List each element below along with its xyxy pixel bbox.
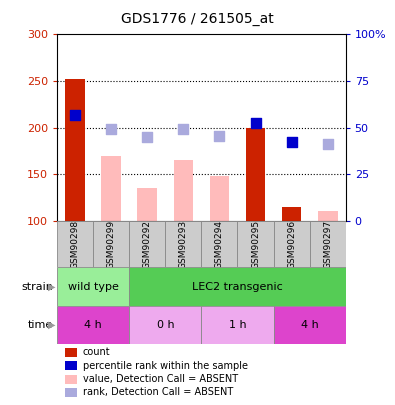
Point [108, 126, 115, 133]
Bar [210, 176, 229, 221]
Bar [102, 156, 121, 221]
Bar [130, 267, 346, 306]
Text: GSM90294: GSM90294 [215, 220, 224, 269]
Text: rank, Detection Call = ABSENT: rank, Detection Call = ABSENT [83, 388, 233, 397]
Text: value, Detection Call = ABSENT: value, Detection Call = ABSENT [83, 374, 238, 384]
Point [324, 141, 331, 147]
Point [72, 112, 79, 119]
Text: count: count [83, 347, 111, 357]
Bar [173, 160, 193, 221]
Bar [282, 207, 301, 221]
Text: 4 h: 4 h [85, 320, 102, 330]
Text: wild type: wild type [68, 281, 119, 292]
Text: 4 h: 4 h [301, 320, 318, 330]
Bar [166, 221, 201, 267]
Text: percentile rank within the sample: percentile rank within the sample [83, 361, 248, 371]
Text: ▶: ▶ [48, 281, 55, 292]
Bar [57, 306, 130, 344]
Bar [274, 306, 346, 344]
Bar [310, 221, 346, 267]
Bar [201, 306, 274, 344]
Text: GSM90295: GSM90295 [251, 220, 260, 269]
Text: GSM90297: GSM90297 [323, 220, 332, 269]
Text: GSM90296: GSM90296 [287, 220, 296, 269]
Bar [57, 221, 93, 267]
Text: time: time [28, 320, 53, 330]
Text: LEC2 transgenic: LEC2 transgenic [192, 281, 283, 292]
Bar [246, 128, 265, 221]
Text: 0 h: 0 h [156, 320, 174, 330]
Point [144, 134, 150, 140]
Text: GSM90292: GSM90292 [143, 220, 152, 269]
Text: GSM90293: GSM90293 [179, 220, 188, 269]
Text: 1 h: 1 h [229, 320, 246, 330]
Text: GSM90299: GSM90299 [107, 220, 116, 269]
Text: GDS1776 / 261505_at: GDS1776 / 261505_at [121, 12, 274, 26]
Text: ▶: ▶ [48, 320, 55, 330]
Bar [130, 221, 166, 267]
Bar [57, 267, 130, 306]
Bar [201, 221, 237, 267]
Text: GSM90298: GSM90298 [71, 220, 80, 269]
Bar [137, 188, 157, 221]
Point [216, 133, 223, 139]
Bar [93, 221, 130, 267]
Bar [66, 79, 85, 221]
Bar [318, 211, 337, 221]
Bar [274, 221, 310, 267]
Point [288, 139, 295, 145]
Text: strain: strain [21, 281, 53, 292]
Point [180, 126, 186, 133]
Bar [130, 306, 201, 344]
Point [252, 120, 259, 126]
Bar [237, 221, 274, 267]
